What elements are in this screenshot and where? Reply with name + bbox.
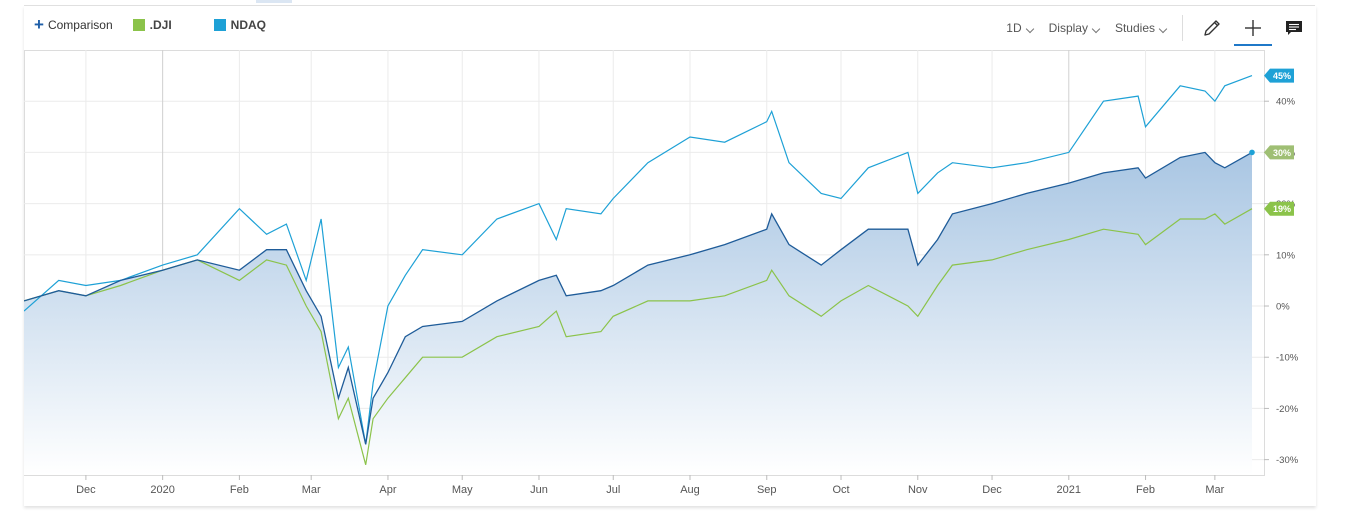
x-tick-label: Sep <box>757 484 777 496</box>
end-tag-main: 30% <box>1264 145 1294 160</box>
x-tick-label: Oct <box>832 484 849 496</box>
performance-chart[interactable]: -30%-20%-10%0%10%20%30%40% Dec2020FebMar… <box>24 50 1316 506</box>
chevron-down-icon <box>1158 24 1168 34</box>
legend-label-ndaq: NDAQ <box>230 18 266 32</box>
crosshair-icon <box>1245 20 1261 36</box>
x-tick-label: Feb <box>230 484 249 496</box>
y-tick-label: 10% <box>1276 250 1296 261</box>
end-tag-ndaq: 45% <box>1264 68 1294 83</box>
y-tick-label: -20% <box>1276 404 1299 415</box>
x-tick-label: Mar <box>302 484 321 496</box>
top-divider <box>24 5 1315 6</box>
svg-text:30%: 30% <box>1273 148 1291 158</box>
top-tab-indicator <box>256 0 292 3</box>
display-dropdown[interactable]: Display <box>1048 21 1101 35</box>
chart-toolbar: + Comparison .DJI NDAQ 1D Display St <box>24 6 1316 50</box>
x-tick-label: Jun <box>530 484 548 496</box>
y-tick-label: -30% <box>1276 455 1299 466</box>
series-line-dji <box>24 208 1253 465</box>
plot-frame <box>24 50 1265 476</box>
y-tick-label: 0% <box>1276 302 1290 313</box>
interval-label: 1D <box>1006 21 1022 35</box>
x-tick-label: 2020 <box>150 484 174 496</box>
series-line-main <box>24 151 1253 445</box>
interval-dropdown[interactable]: 1D <box>1006 21 1034 35</box>
x-tick-label: Nov <box>908 484 928 496</box>
svg-text:19%: 19% <box>1273 204 1291 214</box>
toolbar-separator <box>1182 15 1183 41</box>
pencil-icon <box>1204 20 1220 36</box>
legend-label-dji: .DJI <box>149 18 172 32</box>
x-tick-label: Dec <box>982 484 1002 496</box>
dji-swatch <box>132 19 145 31</box>
main-area-fill <box>24 152 1252 475</box>
x-tick-label: Apr <box>379 484 396 496</box>
chevron-down-icon <box>1025 24 1034 34</box>
svg-text:45%: 45% <box>1273 71 1291 81</box>
draw-tool-button[interactable] <box>1193 12 1231 44</box>
x-tick-label: Dec <box>76 484 96 496</box>
y-tick-label: -10% <box>1276 353 1299 364</box>
x-axis: Dec 2020 Feb Mar Apr May Jun Jul Aug Sep Oct Nov Dec… <box>76 475 1225 496</box>
legend-item-ndaq[interactable]: NDAQ <box>213 18 266 32</box>
series-line-ndaq <box>24 75 1253 445</box>
x-tick-label: Mar <box>1205 484 1224 496</box>
plus-icon: + <box>34 15 44 34</box>
x-tick-label: Aug <box>680 484 700 496</box>
comments-tool-button[interactable] <box>1275 12 1313 44</box>
comment-icon <box>1286 21 1302 35</box>
end-tag-dji: 19% <box>1264 201 1294 216</box>
chevron-down-icon <box>1091 24 1101 34</box>
studies-dropdown[interactable]: Studies <box>1114 21 1168 35</box>
studies-label: Studies <box>1114 21 1155 35</box>
last-point-marker <box>1249 149 1255 156</box>
add-comparison-button[interactable]: + Comparison <box>34 15 113 34</box>
crosshair-tool-button[interactable] <box>1234 12 1272 46</box>
end-value-tags: 45% 30% 19% <box>1249 68 1294 216</box>
display-label: Display <box>1048 21 1088 35</box>
x-tick-label: Jul <box>606 484 620 496</box>
x-tick-label: 2021 <box>1057 484 1081 496</box>
legend-item-dji[interactable]: .DJI <box>132 18 172 32</box>
ndaq-swatch <box>213 19 226 31</box>
toolbar-left: + Comparison .DJI NDAQ <box>34 15 266 34</box>
y-tick-label: 40% <box>1276 97 1296 108</box>
x-tick-label: Feb <box>1136 484 1155 496</box>
x-tick-label: May <box>452 484 473 496</box>
comparison-label: Comparison <box>47 18 113 32</box>
toolbar-right: 1D Display Studies <box>1006 6 1316 50</box>
